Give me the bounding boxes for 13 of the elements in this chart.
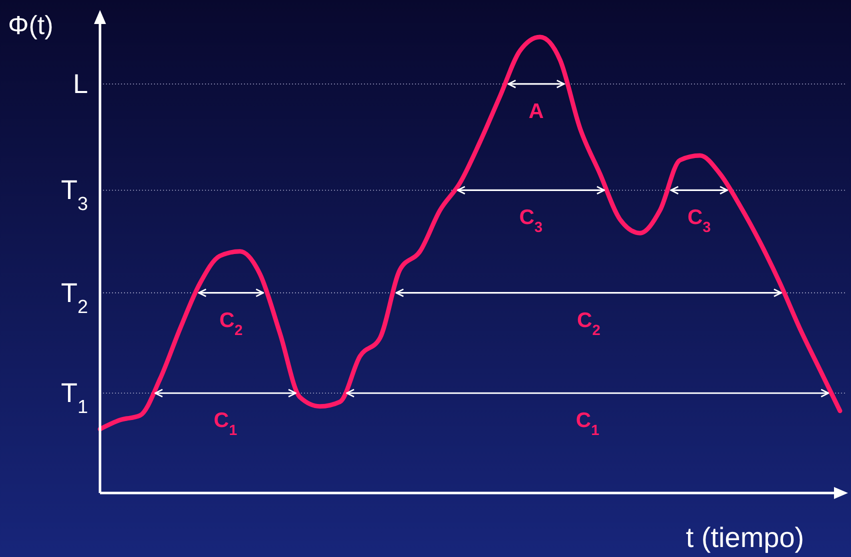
annotation: C$_{3}$: [519, 206, 543, 236]
annotation: C$_{3}$: [687, 206, 711, 236]
ref-line-label: T$_{1}$: [60, 378, 88, 418]
y-axis-title: Φ(t): [8, 10, 54, 40]
annotation: C$_{2}$: [219, 308, 243, 339]
annotation: C$_{2}$: [577, 308, 600, 339]
ref-line-label: L: [72, 68, 88, 99]
ref-line-label: T$_{3}$: [60, 175, 88, 215]
annotation: C$_{1}$: [576, 409, 600, 440]
ref-line-label: T$_{2}$: [60, 278, 88, 318]
annotation: A: [528, 100, 544, 123]
x-axis-title: t (tiempo): [686, 522, 804, 553]
annotation: C$_{1}$: [214, 409, 238, 440]
